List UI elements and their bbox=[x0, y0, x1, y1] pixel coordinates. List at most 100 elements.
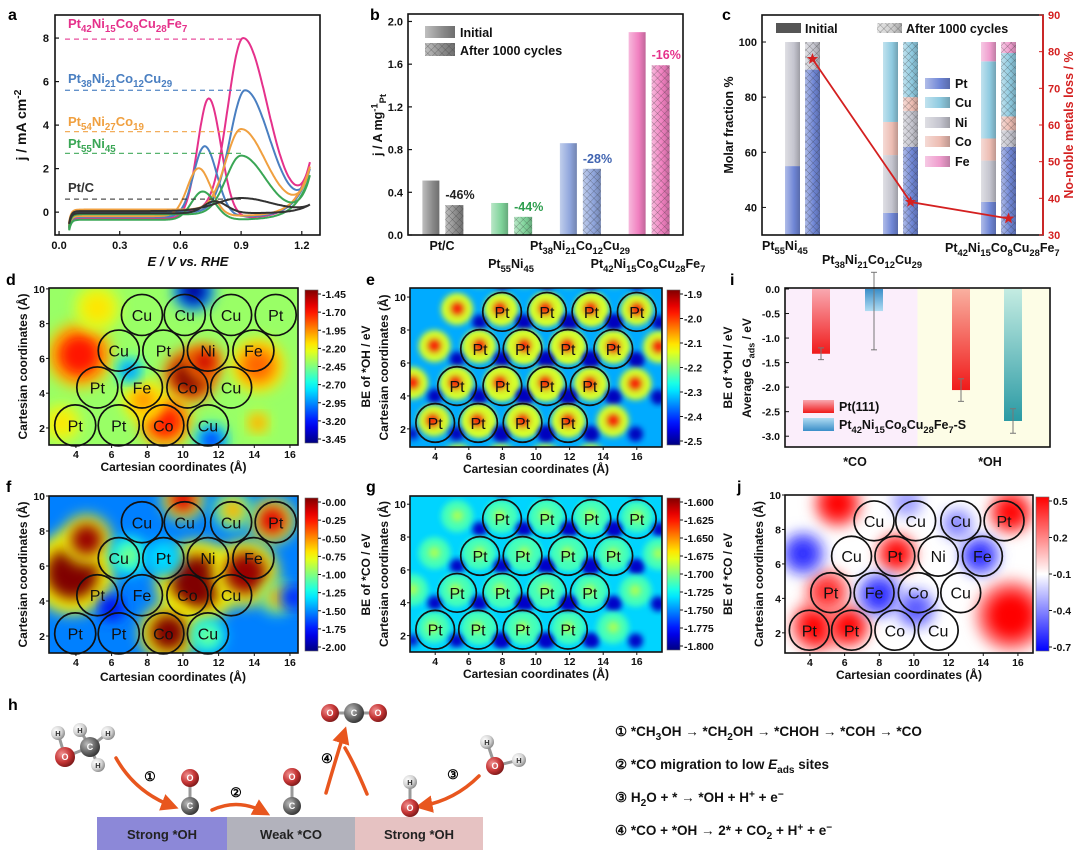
y-axis-title: Average Gads / eV bbox=[740, 318, 757, 418]
legend-swatch-ni bbox=[925, 117, 950, 128]
contour-coldspot bbox=[651, 597, 662, 610]
y-tick-label: 2 bbox=[775, 628, 781, 640]
atom-label: Pt bbox=[515, 549, 531, 566]
y-tick-label: 10 bbox=[33, 284, 45, 296]
legend-swatch-after-cycles-hatch bbox=[425, 43, 455, 56]
colorbar-tick-label: -1.700 bbox=[684, 569, 714, 581]
series-label: Pt54Ni27Co19 bbox=[68, 114, 144, 133]
y-tick-label: 0.4 bbox=[388, 187, 404, 199]
atom-circle bbox=[897, 571, 940, 614]
stack-segment-after-cu-hatch bbox=[903, 42, 918, 98]
panel-g-co-binding-map-pt: Pt Pt Pt Pt Pt Pt Pt Pt Pt Pt Pt Pt Pt Pt Pt Pt 4 6 8 10 12 1… bbox=[376, 495, 735, 681]
oxygen-atom bbox=[55, 747, 75, 767]
carbon-atom bbox=[344, 703, 364, 723]
stack-segment-after-pt bbox=[1001, 146, 1016, 235]
atom-label: Pt bbox=[449, 379, 465, 396]
contour-coldspot bbox=[474, 522, 486, 535]
x-axis-title: Cartesian coordinates (Å) bbox=[100, 459, 246, 474]
oxygen-atom bbox=[181, 769, 199, 787]
atom-circle bbox=[120, 293, 164, 337]
atom-label: Pt bbox=[802, 623, 818, 640]
atom-circle bbox=[853, 500, 895, 542]
contour-coldspot bbox=[630, 427, 642, 440]
y-tick-label: 10 bbox=[769, 490, 781, 502]
contour-hotspot bbox=[426, 621, 439, 634]
atom-circle bbox=[163, 293, 207, 337]
atom-symbol: C bbox=[289, 801, 296, 811]
atom-label: Pt bbox=[629, 512, 645, 529]
y-tick-label: 6 bbox=[775, 559, 781, 571]
y-axis-title: Cartesian coordinates (Å) bbox=[15, 293, 30, 439]
bar-hea-s bbox=[1004, 288, 1022, 421]
atom-label: Pt bbox=[428, 416, 444, 433]
panel-i-adsorption-energy-chart: 0.0 -0.5 -1.0 -1.5 -2.0 -2.5 -3.0 *CO *OH Pt(111)… bbox=[740, 271, 1051, 469]
contour-field bbox=[49, 496, 298, 653]
atom-label: Pt bbox=[470, 623, 486, 640]
atom-circle bbox=[209, 366, 253, 409]
contour-hotspot bbox=[473, 546, 486, 559]
atom-circle bbox=[830, 535, 873, 577]
colorbar-tick-label: -0.4 bbox=[1053, 606, 1071, 618]
atom-circle bbox=[232, 536, 275, 580]
atom-label: Co bbox=[153, 626, 174, 643]
contour-hotspot bbox=[494, 583, 506, 596]
carbon-atom bbox=[80, 737, 100, 757]
colorbar-tick-label: -1.00 bbox=[322, 570, 346, 582]
contour-hotspot bbox=[561, 339, 573, 352]
x-tick-label: 16 bbox=[1012, 657, 1024, 669]
y-tick-label: 8 bbox=[400, 532, 406, 544]
y-right-tick-label: 90 bbox=[1048, 10, 1060, 22]
contour-coldspot bbox=[497, 288, 507, 291]
arrow-step-4 bbox=[324, 726, 350, 795]
y-tick-label: 6 bbox=[39, 561, 45, 573]
y-tick-label: 8 bbox=[400, 325, 406, 337]
legend-label: Pt42Ni15Co8Cu28Fe7-S bbox=[839, 418, 966, 435]
panel-label-c: c bbox=[722, 7, 731, 24]
atom-circle bbox=[961, 535, 1004, 577]
atom-symbol: H bbox=[77, 726, 82, 735]
arrow-step-1 bbox=[114, 756, 179, 811]
x-tick-label: 14 bbox=[248, 449, 260, 461]
bar-after-cycles-hatch bbox=[514, 216, 533, 235]
category-label: *CO bbox=[843, 455, 867, 469]
element-legend-label: Pt bbox=[955, 77, 968, 91]
contour-hotspot bbox=[630, 303, 643, 316]
colorbar-tick-label: -1.800 bbox=[684, 641, 714, 653]
contour-hotspot bbox=[539, 583, 552, 596]
atom-label: Pt bbox=[823, 586, 839, 603]
x-axis-title: Cartesian coordinates (Å) bbox=[836, 667, 982, 682]
x-tick-label: 14 bbox=[248, 657, 260, 669]
x-tick-label: 6 bbox=[842, 657, 848, 669]
stack-segment-after-pt-hatch bbox=[805, 69, 820, 236]
y-tick-label: 0.0 bbox=[388, 230, 403, 242]
atom-label: Cu bbox=[221, 588, 241, 605]
atom-label: Pt bbox=[495, 379, 511, 396]
x-tick-label: 6 bbox=[109, 657, 115, 669]
contour-hotspot bbox=[494, 509, 506, 522]
atom-label: Pt bbox=[156, 344, 172, 361]
y-tick-label: -2.0 bbox=[762, 382, 780, 394]
atom-circle bbox=[482, 572, 523, 614]
stack-segment-initial-co bbox=[883, 121, 898, 156]
x-tick-label: 4 bbox=[807, 657, 813, 669]
colorbar-tick-label: -2.70 bbox=[322, 380, 346, 392]
y-axis-title: Cartesian coordinates (Å) bbox=[751, 501, 766, 647]
x-axis-title: E / V vs. RHE bbox=[148, 254, 229, 269]
colorbar-tick-label: -2.00 bbox=[322, 642, 346, 654]
y-right-tick-label: 50 bbox=[1048, 157, 1060, 169]
contour-hotspot bbox=[629, 584, 641, 597]
bar-after-cycles-hatch bbox=[651, 65, 670, 236]
stack-segment-after-cu bbox=[1001, 53, 1016, 117]
x-tick-label: 16 bbox=[284, 657, 296, 669]
colorbar-title: BE of *CO / eV bbox=[359, 533, 373, 615]
legend-label: Initial bbox=[460, 26, 493, 40]
atom-circle bbox=[75, 366, 119, 409]
colorbar bbox=[304, 289, 319, 444]
colorbar-tick-label: -2.5 bbox=[684, 436, 702, 448]
arrow-step-2 bbox=[210, 799, 271, 816]
colorbar-tick-label: -1.600 bbox=[684, 497, 714, 509]
contour-hotspot bbox=[629, 377, 641, 390]
atom-circle bbox=[939, 500, 982, 542]
y-tick-label: 2 bbox=[39, 631, 45, 643]
bar-after-cycles-hatch bbox=[582, 168, 601, 235]
